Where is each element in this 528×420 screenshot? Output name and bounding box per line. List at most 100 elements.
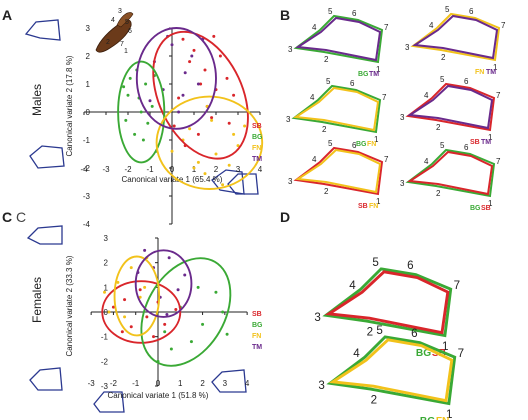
data-point-fn: [116, 280, 120, 284]
x-tick-label: -1: [132, 379, 140, 388]
y-tick-label: -2: [101, 357, 109, 366]
wireframe-outline-b: [293, 86, 380, 132]
landmark-number: 7: [382, 93, 387, 102]
outline-shape-c4: [211, 369, 247, 393]
data-point-tm: [181, 93, 185, 97]
landmark-number: 7: [501, 21, 506, 30]
data-point-fn: [203, 172, 207, 176]
wireframe-label-a: BG: [420, 416, 435, 420]
wireframe-label-b: FN: [369, 203, 378, 210]
landmark-number: 1: [488, 199, 493, 208]
legend-bg: BG: [252, 134, 263, 141]
data-point-sb: [163, 322, 167, 326]
data-point-fn: [236, 144, 240, 148]
data-point-fn: [138, 295, 142, 299]
data-point-sb: [145, 315, 149, 319]
scatter-plot-males: -4 -3 -2 -1 0 1 2 3 4 -4 -3 -2 -1 0 1 2 3 Canonical varia…: [65, 24, 264, 229]
ellipse-sb: [101, 280, 182, 344]
landmark-number: 4: [429, 21, 434, 30]
data-point-bg: [225, 332, 229, 336]
data-point-bg: [221, 310, 225, 314]
data-point-bg: [124, 118, 128, 122]
x-tick-label: -1: [146, 165, 154, 174]
data-point-fn: [192, 166, 196, 170]
wireframe-label-b: SB: [481, 205, 491, 212]
landmark-number: 4: [312, 23, 317, 32]
y-tick-label: 3: [104, 234, 109, 243]
data-point-tm: [183, 273, 187, 277]
wireframe-label-b: TM: [369, 71, 379, 78]
data-point-fn: [210, 118, 214, 122]
x-tick-label: -2: [124, 165, 132, 174]
data-point-fn: [221, 183, 225, 187]
data-point-sb: [227, 121, 231, 125]
data-point-sb: [120, 330, 124, 334]
data-point-tm: [176, 288, 180, 292]
data-point-fn: [196, 160, 200, 164]
landmark-number: 6: [469, 7, 474, 16]
landmark-number: 2: [322, 125, 327, 134]
wireframe-outline-b: [407, 84, 494, 130]
data-point-sb: [199, 82, 203, 86]
fish-number: 4: [111, 17, 115, 24]
landmark-number: 6: [352, 9, 357, 18]
data-point-sb: [111, 305, 115, 309]
y-tick-label: 2: [104, 259, 109, 268]
wireframe-outline-b: [295, 16, 382, 62]
landmark-number: 6: [411, 327, 417, 340]
males-label: Males: [30, 84, 44, 116]
legend-sb: SB: [252, 123, 262, 130]
y-axis-label: Canonical variate 2 (33.3 %): [65, 255, 74, 356]
wireframe-label-a: SB: [470, 139, 480, 146]
wireframe-label-a: BG: [470, 205, 481, 212]
landmark-number: 1: [493, 63, 498, 72]
x-tick-label: 1: [192, 165, 197, 174]
landmark-number: 3: [318, 379, 324, 392]
landmark-number: 5: [328, 139, 333, 148]
data-point-bg: [169, 347, 173, 351]
legend-tm: TM: [252, 344, 262, 351]
data-point-tm: [183, 71, 187, 75]
data-point-fn: [232, 132, 236, 136]
x-tick-label: 1: [178, 379, 183, 388]
data-point-sb: [203, 68, 207, 72]
outline-shape-c3: [93, 391, 125, 413]
wireframe-fn-tm: 1 2 3 4 5 6 7 FN TM: [405, 5, 506, 76]
wireframe-outline-b: [412, 14, 499, 60]
landmark-number: 5: [376, 324, 382, 337]
landmark-number: 4: [424, 91, 429, 100]
legend-fn: FN: [252, 145, 261, 152]
x-tick-label: 2: [200, 379, 205, 388]
females-label: Females: [30, 277, 44, 323]
data-point-sb: [174, 308, 178, 312]
landmark-number: 4: [424, 157, 429, 166]
landmark-number: 6: [464, 143, 469, 152]
fish-illustration: 1 2 34 5 67: [95, 8, 134, 55]
data-point-sb: [232, 93, 236, 97]
wireframe-outline-a: [405, 148, 496, 198]
fish-number: 6: [128, 28, 132, 35]
fish-number: 2: [106, 39, 110, 46]
wireframe-outline-b: [295, 148, 382, 194]
landmark-number: 5: [372, 256, 378, 269]
fish-number: 5: [125, 19, 129, 26]
y-tick-label: 2: [86, 52, 91, 61]
wireframe-outline-b: [328, 338, 454, 403]
y-tick-label: 1: [86, 80, 91, 89]
data-point-sb: [138, 288, 142, 292]
y-tick-label: 0: [86, 108, 91, 117]
wireframe-label-b: FN: [436, 416, 450, 420]
wireframe-label-a: BG: [358, 71, 369, 78]
x-tick-label: 0: [156, 379, 161, 388]
landmark-number: 4: [349, 279, 356, 292]
data-point-bg: [144, 82, 148, 86]
landmark-number: 5: [445, 5, 450, 14]
y-tick-label: -4: [83, 220, 91, 229]
data-point-bg: [133, 132, 137, 136]
landmark-number: 4: [310, 93, 315, 102]
legend-tm: TM: [252, 156, 262, 163]
wireframe-label-b: FN: [367, 141, 376, 148]
